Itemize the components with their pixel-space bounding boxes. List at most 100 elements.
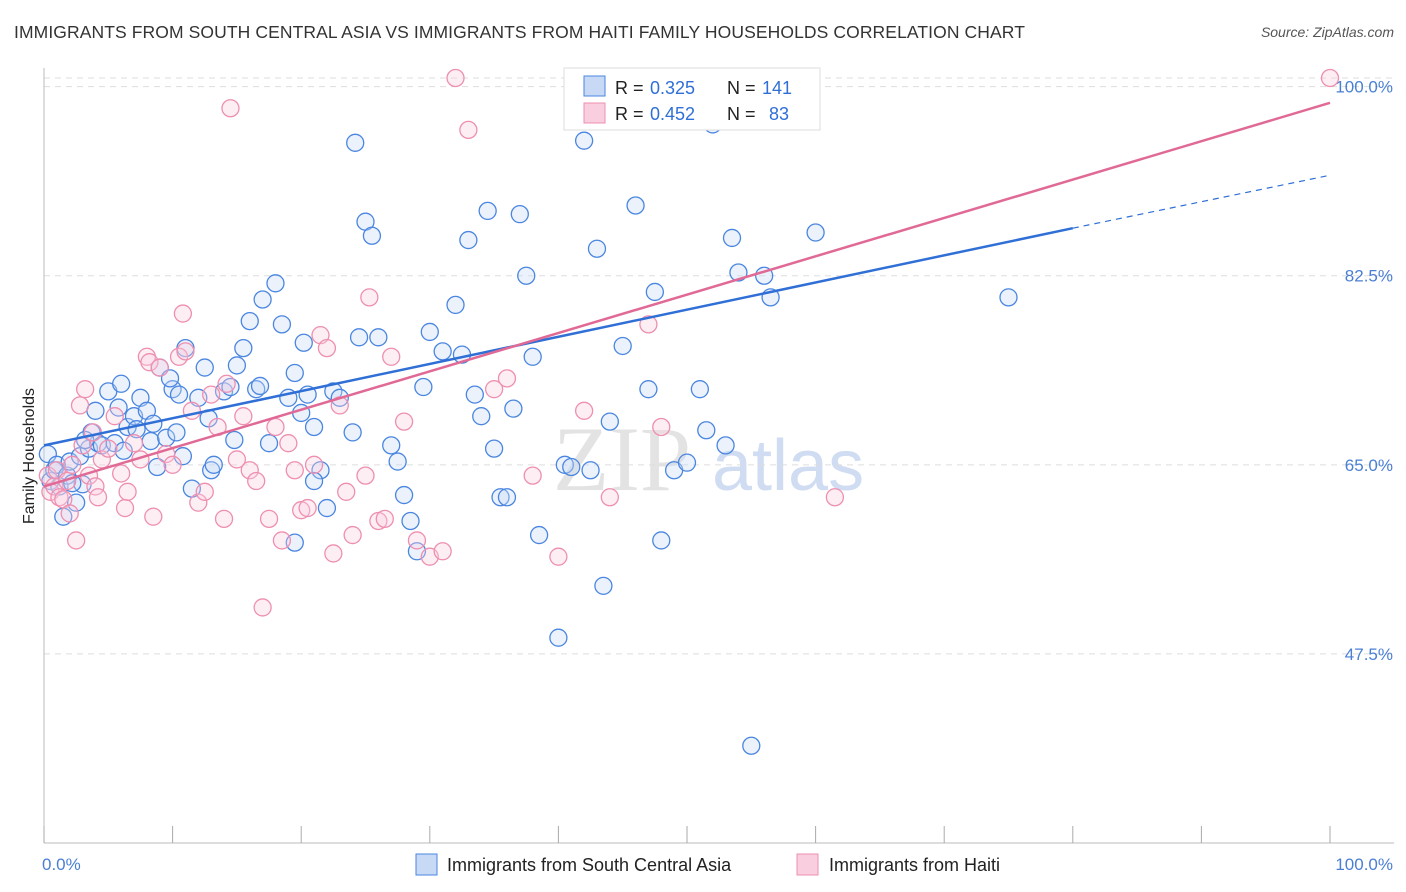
point-south-central-asia — [169, 385, 189, 404]
point-haiti — [825, 488, 845, 507]
point-south-central-asia — [349, 328, 369, 347]
bottom-legend-swatch-blue — [415, 853, 438, 876]
point-south-central-asia — [716, 436, 735, 455]
point-haiti — [83, 423, 103, 442]
point-haiti — [144, 507, 163, 526]
point-south-central-asia — [112, 374, 131, 393]
point-haiti — [115, 498, 135, 518]
point-haiti — [484, 380, 504, 399]
point-south-central-asia — [742, 736, 761, 755]
point-south-central-asia — [227, 356, 247, 375]
point-haiti — [433, 542, 452, 561]
point-south-central-asia — [497, 488, 517, 507]
point-south-central-asia — [285, 363, 304, 383]
point-south-central-asia — [86, 401, 105, 420]
x-tick-label-max: 100.0% — [1335, 855, 1393, 874]
point-south-central-asia — [414, 377, 433, 397]
legend-r-label-2: R = — [615, 104, 644, 124]
point-haiti — [63, 455, 82, 474]
point-south-central-asia — [510, 204, 529, 224]
point-south-central-asia — [613, 336, 632, 356]
point-haiti — [407, 531, 427, 550]
bottom-legend-label-1: Immigrants from South Central Asia — [447, 855, 732, 875]
point-south-central-asia — [491, 488, 510, 507]
point-south-central-asia — [549, 628, 568, 647]
legend-r-value-1: 0.325 — [650, 78, 695, 98]
trend-line-south-central-asia-extension — [1072, 174, 1331, 229]
trend-lines — [43, 101, 1331, 488]
point-south-central-asia — [999, 288, 1018, 307]
legend-swatch-blue — [583, 75, 606, 97]
point-south-central-asia — [523, 347, 542, 366]
point-haiti — [1320, 68, 1340, 88]
legend-box: R = 0.325 N = 141 R = 0.452 N = 83 — [563, 67, 821, 131]
y-tick-label: 65.0% — [1345, 456, 1393, 475]
y-tick-labels: 47.5% 65.0% 82.5% 100.0% — [1335, 78, 1393, 664]
y-tick-label: 82.5% — [1345, 267, 1393, 286]
point-south-central-asia — [529, 525, 549, 545]
point-south-central-asia — [369, 328, 388, 347]
point-south-central-asia — [504, 399, 523, 418]
point-south-central-asia — [459, 230, 478, 250]
point-haiti — [234, 407, 253, 426]
point-haiti — [195, 482, 214, 501]
point-south-central-asia — [294, 333, 313, 352]
point-haiti — [337, 482, 356, 501]
point-haiti — [99, 439, 118, 458]
bottom-legend-swatch-pink — [796, 853, 819, 876]
legend-r-value-2: 0.452 — [650, 104, 695, 124]
point-south-central-asia — [594, 576, 613, 595]
point-haiti — [394, 412, 414, 431]
point-south-central-asia — [272, 315, 292, 334]
point-haiti — [330, 396, 349, 415]
point-south-central-asia — [266, 274, 285, 293]
point-haiti — [67, 531, 86, 550]
trend-line-south-central-asia — [43, 226, 1074, 447]
point-south-central-asia — [401, 511, 420, 531]
point-haiti — [639, 315, 658, 334]
point-south-central-asia — [240, 311, 259, 331]
point-south-central-asia — [472, 407, 491, 426]
point-haiti — [105, 407, 124, 426]
point-south-central-asia — [562, 457, 581, 477]
point-haiti — [189, 493, 208, 512]
point-haiti — [88, 488, 108, 507]
x-tick-label-min: 0.0% — [42, 855, 81, 874]
y-tick-label: 47.5% — [1345, 645, 1393, 664]
point-haiti — [112, 464, 131, 483]
chart-title: IMMIGRANTS FROM SOUTH CENTRAL ASIA VS IM… — [14, 22, 1025, 42]
point-south-central-asia — [517, 266, 536, 285]
point-south-central-asia — [484, 439, 504, 458]
point-haiti — [76, 380, 95, 399]
x-ticks — [43, 826, 1331, 843]
point-haiti — [600, 488, 619, 507]
point-haiti — [60, 504, 79, 523]
y-axis-label: Family Households — [21, 388, 38, 524]
legend-n-label-1: N = — [727, 78, 756, 98]
point-haiti — [202, 385, 221, 404]
point-haiti — [304, 455, 324, 474]
point-haiti — [86, 477, 105, 496]
point-south-central-asia — [250, 376, 270, 396]
point-haiti — [70, 396, 90, 415]
legend-n-label-2: N = — [727, 104, 756, 124]
point-south-central-asia — [697, 421, 716, 440]
point-haiti — [182, 401, 202, 420]
point-haiti — [247, 471, 266, 491]
axes — [43, 68, 1394, 844]
point-haiti — [150, 358, 169, 377]
point-south-central-asia — [204, 455, 223, 474]
point-south-central-asia — [304, 471, 324, 491]
legend-swatch-pink — [583, 102, 606, 124]
watermark-zip: ZIP — [553, 408, 691, 510]
source-label: Source: ZipAtlas.com — [1260, 24, 1394, 40]
point-haiti — [272, 531, 292, 550]
point-haiti — [652, 417, 671, 437]
point-south-central-asia — [234, 338, 253, 358]
point-south-central-asia — [157, 428, 176, 447]
point-south-central-asia — [362, 226, 382, 245]
point-south-central-asia — [587, 239, 607, 258]
trend-line-haiti — [43, 101, 1331, 488]
point-south-central-asia — [148, 457, 167, 477]
point-haiti — [173, 304, 193, 323]
